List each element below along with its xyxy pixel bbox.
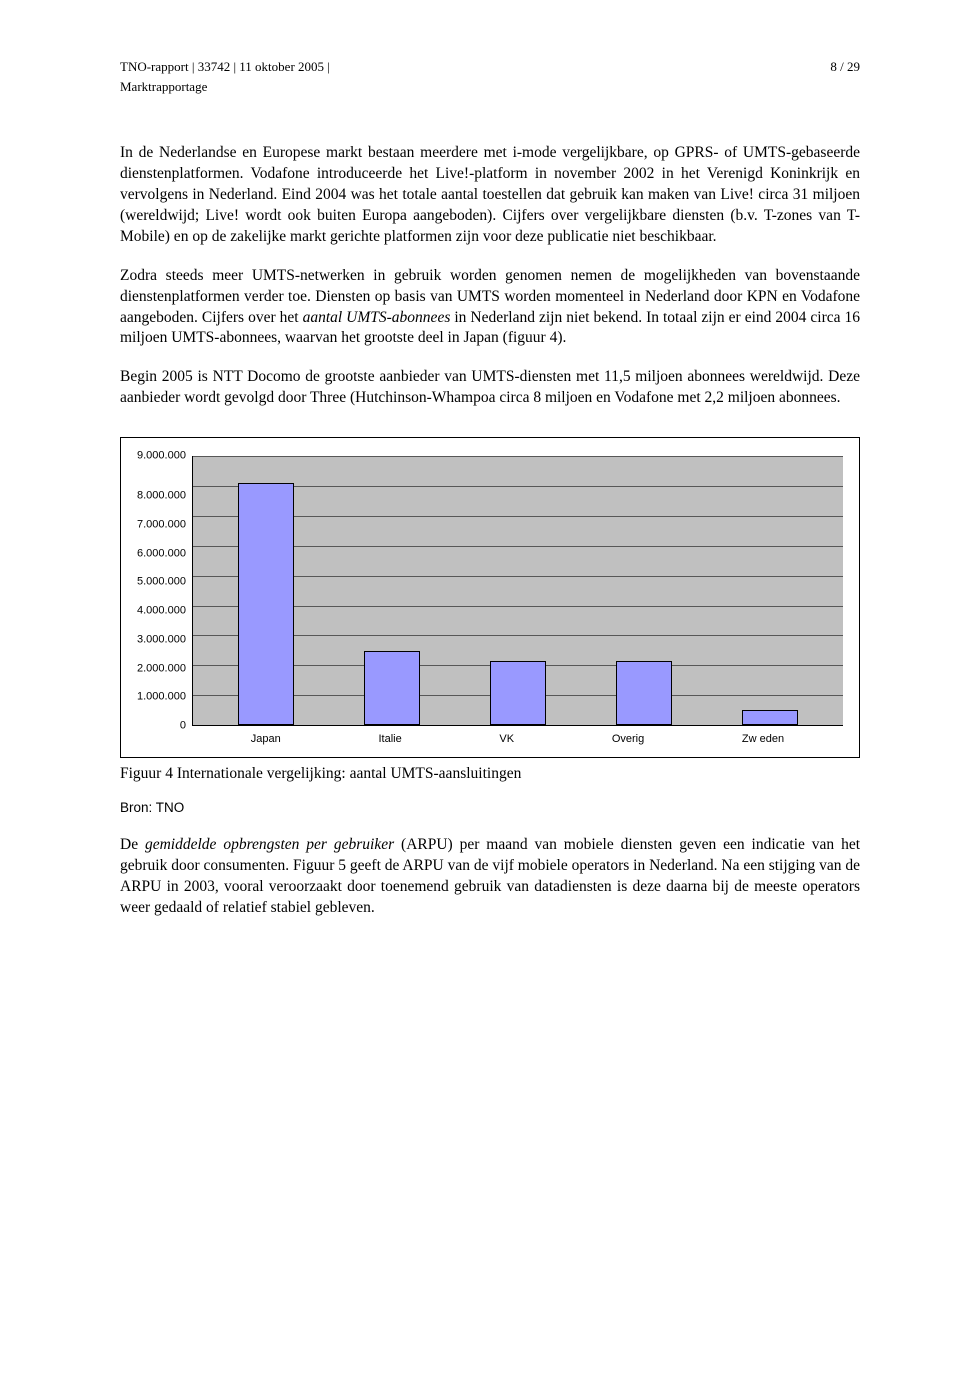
umts-chart: 9.000.000 8.000.000 7.000.000 6.000.000 … — [120, 437, 860, 758]
x-label: Japan — [251, 732, 281, 747]
y-tick: 4.000.000 — [137, 606, 186, 617]
paragraph-2: Zodra steeds meer UMTS-netwerken in gebr… — [120, 266, 860, 350]
paragraph-2-em: aantal UMTS-abonnees — [303, 309, 451, 326]
paragraph-4-a: De — [120, 836, 145, 853]
x-label: Italie — [378, 732, 401, 747]
header-page-number: 8 / 29 — [830, 58, 860, 76]
y-tick: 2.000.000 — [137, 663, 186, 674]
figure-source: Bron: TNO — [120, 799, 860, 817]
page-header: TNO-rapport | 33742 | 11 oktober 2005 | … — [120, 58, 860, 76]
x-label: Overig — [612, 732, 644, 747]
chart-bar — [742, 710, 798, 725]
chart-bar — [238, 483, 294, 725]
chart-x-axis: Japan Italie VK Overig Zw eden — [192, 726, 843, 747]
y-tick: 7.000.000 — [137, 519, 186, 530]
x-label: Zw eden — [742, 732, 784, 747]
chart-plot-area — [192, 456, 843, 726]
chart-bar — [616, 661, 672, 725]
figure-caption: Figuur 4 Internationale vergelijking: aa… — [120, 764, 860, 785]
x-label: VK — [499, 732, 514, 747]
paragraph-3: Begin 2005 is NTT Docomo de grootste aan… — [120, 367, 860, 409]
paragraph-4: De gemiddelde opbrengsten per gebruiker … — [120, 835, 860, 919]
y-tick: 0 — [180, 721, 186, 732]
paragraph-4-em: gemiddelde opbrengsten per gebruiker — [145, 836, 394, 853]
header-subtitle: Marktrapportage — [120, 78, 860, 96]
chart-y-axis: 9.000.000 8.000.000 7.000.000 6.000.000 … — [137, 456, 192, 726]
paragraph-1: In de Nederlandse en Europese markt best… — [120, 143, 860, 248]
y-tick: 1.000.000 — [137, 692, 186, 703]
chart-bar — [364, 651, 420, 726]
header-left: TNO-rapport | 33742 | 11 oktober 2005 | — [120, 58, 330, 76]
chart-bar — [490, 661, 546, 725]
y-tick: 5.000.000 — [137, 577, 186, 588]
y-tick: 9.000.000 — [137, 451, 186, 462]
y-tick: 3.000.000 — [137, 634, 186, 645]
y-tick: 8.000.000 — [137, 491, 186, 502]
y-tick: 6.000.000 — [137, 548, 186, 559]
